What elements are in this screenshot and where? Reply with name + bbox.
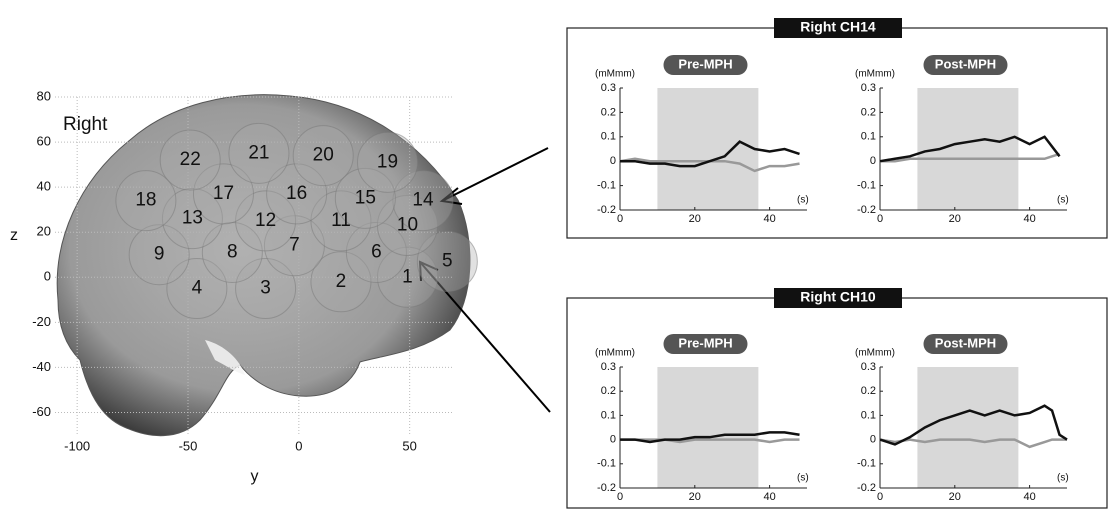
y-tick-label: 0.2: [601, 385, 616, 397]
stimulus-shade: [657, 88, 758, 210]
stimulus-shade: [657, 367, 758, 488]
x-tick-label: 0: [877, 213, 883, 225]
panel-title: Right CH14: [800, 19, 876, 35]
y-tick-label: 80: [37, 88, 51, 103]
channel-label: 8: [227, 241, 238, 262]
y-tick-label: -0.2: [857, 482, 876, 494]
x-unit-label: (s): [1057, 195, 1069, 206]
channel-label: 1: [402, 266, 413, 287]
channel-label: 7: [289, 235, 300, 256]
x-tick-label: 20: [949, 491, 961, 503]
y-tick-label: -0.2: [857, 204, 876, 216]
y-unit-label: (mMmm): [855, 69, 895, 80]
panel-frame: [567, 28, 1107, 238]
channel-label: 18: [135, 190, 156, 211]
channel-label: 9: [154, 244, 165, 265]
stimulus-shade: [917, 367, 1018, 488]
channel-label: 19: [377, 151, 398, 172]
y-tick-label: -0.1: [597, 458, 616, 470]
y-tick-label: 0.3: [601, 361, 616, 373]
x-tick-label: 50: [402, 438, 416, 453]
y-tick-label: 40: [37, 179, 51, 194]
y-tick-label: 0: [870, 434, 876, 446]
channel-label: 14: [412, 190, 434, 211]
y-tick-label: -0.1: [857, 458, 876, 470]
x-tick-label: 0: [617, 491, 623, 503]
y-tick-label: -60: [32, 404, 51, 419]
x-tick-label: -50: [179, 438, 198, 453]
x-tick-label: 0: [617, 213, 623, 225]
panel-frame: [567, 298, 1107, 508]
channel-label: 3: [260, 278, 271, 299]
x-tick-label: 40: [1023, 491, 1035, 503]
y-tick-label: 60: [37, 134, 51, 149]
y-tick-label: 0.1: [601, 131, 616, 143]
y-tick-label: 0.1: [861, 409, 876, 421]
x-unit-label: (s): [797, 473, 809, 484]
x-unit-label: (s): [1057, 473, 1069, 484]
channel-label: 17: [213, 183, 234, 204]
arrow-ch14: [442, 148, 548, 201]
x-tick-label: 40: [763, 213, 775, 225]
y-tick-label: -20: [32, 314, 51, 329]
condition-title: Post-MPH: [935, 56, 996, 71]
y-tick-label: 0.3: [861, 82, 876, 94]
y-tick-label: 0.1: [861, 131, 876, 143]
x-tick-label: 20: [689, 213, 701, 225]
y-tick-label: 0: [44, 269, 51, 284]
y-tick-label: 0.3: [861, 361, 876, 373]
condition-title: Post-MPH: [935, 335, 996, 350]
y-tick-label: 0: [610, 434, 616, 446]
channel-label: 5: [442, 251, 453, 272]
y-tick-label: -0.2: [597, 482, 616, 494]
y-tick-label: -0.2: [597, 204, 616, 216]
y-unit-label: (mMmm): [855, 348, 895, 359]
figure: Right CH14 Right CH10 -100-50050-60-40-2…: [0, 0, 1112, 509]
x-tick-label: -100: [64, 438, 90, 453]
y-unit-label: (mMmm): [595, 348, 635, 359]
channel-label: 10: [397, 214, 418, 235]
channel-label: 20: [313, 145, 334, 166]
x-tick-label: 0: [877, 491, 883, 503]
channel-label: 4: [192, 278, 203, 299]
channel-label: 22: [180, 149, 201, 170]
condition-title: Pre-MPH: [678, 335, 732, 350]
x-tick-label: 20: [949, 213, 961, 225]
y-axis-label: z: [10, 227, 18, 244]
y-tick-label: 20: [37, 224, 51, 239]
y-tick-label: 0.2: [601, 106, 616, 118]
y-tick-label: -0.1: [597, 180, 616, 192]
y-tick-label: -0.1: [857, 180, 876, 192]
channel-label: 15: [355, 187, 376, 208]
x-tick-label: 40: [763, 491, 775, 503]
x-tick-label: 40: [1023, 213, 1035, 225]
x-axis-label: y: [251, 468, 259, 485]
y-tick-label: 0: [610, 155, 616, 167]
y-tick-label: 0.2: [861, 106, 876, 118]
channel-label: 2: [336, 271, 347, 292]
channel-label: 16: [286, 183, 307, 204]
y-tick-label: 0.1: [601, 409, 616, 421]
channel-label: 13: [182, 208, 203, 229]
x-tick-label: 20: [689, 491, 701, 503]
hemisphere-label: Right: [63, 114, 108, 135]
y-tick-label: 0.3: [601, 82, 616, 94]
channel-label: 12: [255, 210, 276, 231]
panel-title: Right CH10: [800, 289, 876, 305]
x-tick-label: 0: [295, 438, 302, 453]
channel-label: 21: [248, 142, 269, 163]
channel-label: 11: [331, 210, 351, 231]
channel-label: 6: [371, 241, 382, 262]
x-unit-label: (s): [797, 195, 809, 206]
y-unit-label: (mMmm): [595, 69, 635, 80]
y-tick-label: 0: [870, 155, 876, 167]
page: {"panels": [{"title": "Right CH14"}, {"t…: [0, 0, 1112, 509]
y-tick-label: -40: [32, 359, 51, 374]
condition-title: Pre-MPH: [678, 56, 732, 71]
y-tick-label: 0.2: [861, 385, 876, 397]
